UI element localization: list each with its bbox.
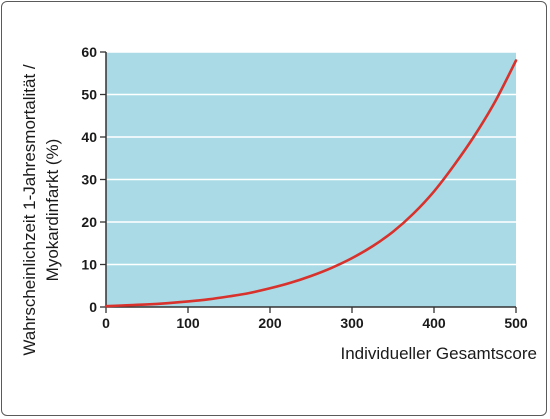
y-tick-label-50: 50 [81, 87, 97, 103]
x-tick-label-200: 200 [258, 315, 282, 331]
y-axis-title-line-1: Wahrscheinlichzeit 1-Jahresmortalität / [20, 64, 39, 356]
y-tick-label-40: 40 [81, 129, 97, 145]
x-tick-label-400: 400 [422, 315, 446, 331]
x-axis-title: Individueller Gesamtscore [340, 344, 537, 363]
x-tick-label-500: 500 [504, 315, 528, 331]
y-tick-label-60: 60 [81, 44, 97, 60]
y-axis-title-line-2: Myokardinfarkt (%) [43, 139, 62, 282]
y-tick-label-0: 0 [89, 299, 97, 315]
gridlines [106, 51, 516, 266]
x-tick-label-0: 0 [102, 315, 110, 331]
y-tick-label-20: 20 [81, 214, 97, 230]
y-tick-label-30: 30 [81, 172, 97, 188]
x-tick-label-100: 100 [176, 315, 200, 331]
x-axis-ticks: 0 100 200 300 400 500 [102, 307, 528, 331]
y-axis-title: Wahrscheinlichzeit 1-Jahresmortalität / M… [20, 64, 62, 356]
y-axis-ticks: 0 10 20 30 40 50 60 [81, 44, 106, 315]
series-line [104, 59, 518, 308]
x-tick-label-300: 300 [340, 315, 364, 331]
y-tick-label-10: 10 [81, 257, 97, 273]
